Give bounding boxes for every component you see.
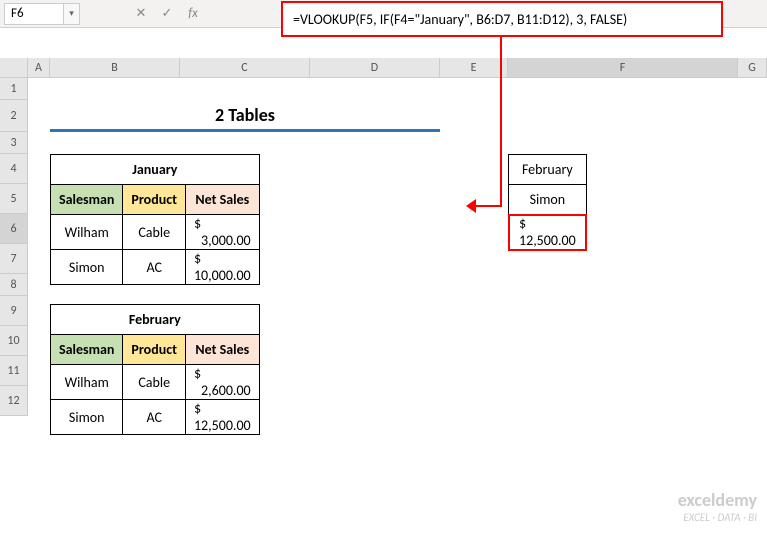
cell-product: AC	[123, 400, 186, 435]
row-header-12[interactable]: 12	[0, 386, 28, 416]
lookup-month[interactable]: February	[509, 155, 587, 185]
col-header-E[interactable]: E	[440, 58, 508, 78]
table-row[interactable]: Simon AC $12,500.00	[51, 400, 260, 435]
cell-salesman: Simon	[51, 250, 123, 285]
row-header-4[interactable]: 4	[0, 154, 28, 184]
name-box[interactable]: F6	[4, 3, 64, 25]
table-row[interactable]: Wilham Cable $2,600.00	[51, 365, 260, 400]
row-header-7[interactable]: 7	[0, 244, 28, 274]
page-title: 2 Tables	[50, 100, 440, 132]
row-header-1[interactable]: 1	[0, 78, 28, 100]
table-row[interactable]: Wilham Cable $3,000.00	[51, 215, 260, 250]
cell-salesman: Simon	[51, 400, 123, 435]
cell-salesman: Wilham	[51, 365, 123, 400]
formula-bar-buttons: ✕ ✓ fx	[130, 3, 204, 25]
col-salesman: Salesman	[51, 335, 123, 365]
cell-netsales: $2,600.00	[185, 365, 259, 400]
watermark-sub: EXCEL · DATA · BI	[678, 511, 757, 524]
row-header-6[interactable]: 6	[0, 214, 28, 244]
watermark-brand: exceldemy	[678, 489, 757, 511]
col-product: Product	[123, 335, 186, 365]
cell-product: Cable	[123, 215, 186, 250]
table-february: February Salesman Product Net Sales Wilh…	[50, 304, 260, 435]
col-salesman: Salesman	[51, 185, 123, 215]
lookup-result[interactable]: $12,500.00	[509, 215, 587, 250]
row-header-10[interactable]: 10	[0, 326, 28, 356]
watermark: exceldemy EXCEL · DATA · BI	[678, 489, 757, 524]
col-netsales: Net Sales	[185, 185, 259, 215]
callout-arrow-h	[472, 205, 502, 207]
col-header-F[interactable]: F	[508, 58, 738, 78]
column-headers: A B C D E F G	[0, 58, 767, 78]
row-header-11[interactable]: 11	[0, 356, 28, 386]
col-header-A[interactable]: A	[28, 58, 50, 78]
cell-salesman: Wilham	[51, 215, 123, 250]
table-caption: February	[51, 305, 260, 335]
col-product: Product	[123, 185, 186, 215]
cell-netsales: $12,500.00	[185, 400, 259, 435]
cancel-icon[interactable]: ✕	[130, 3, 152, 25]
row-header-9[interactable]: 9	[0, 296, 28, 326]
row-header-3[interactable]: 3	[0, 132, 28, 154]
col-header-C[interactable]: C	[180, 58, 310, 78]
col-header-D[interactable]: D	[310, 58, 440, 78]
row-header-2[interactable]: 2	[0, 100, 28, 132]
cell-product: AC	[123, 250, 186, 285]
fx-icon[interactable]: fx	[182, 3, 204, 25]
chevron-down-icon: ▾	[69, 8, 74, 19]
cell-netsales: $3,000.00	[185, 215, 259, 250]
cell-product: Cable	[123, 365, 186, 400]
table-row[interactable]: Simon AC $10,000.00	[51, 250, 260, 285]
confirm-icon[interactable]: ✓	[156, 3, 178, 25]
table-january: January Salesman Product Net Sales Wilha…	[50, 154, 260, 285]
cell-netsales: $10,000.00	[185, 250, 259, 285]
col-header-B[interactable]: B	[50, 58, 180, 78]
lookup-name[interactable]: Simon	[509, 185, 587, 215]
callout-arrow-head	[466, 199, 476, 213]
name-box-dropdown[interactable]: ▾	[64, 3, 80, 25]
lookup-table: February Simon $12,500.00	[508, 154, 587, 250]
select-all-corner[interactable]	[0, 58, 28, 78]
row-header-5[interactable]: 5	[0, 184, 28, 214]
row-header-8[interactable]: 8	[0, 274, 28, 296]
callout-arrow-v	[500, 37, 502, 207]
formula-input[interactable]: =VLOOKUP(F5, IF(F4="January", B6:D7, B11…	[281, 1, 723, 37]
col-netsales: Net Sales	[185, 335, 259, 365]
col-header-G[interactable]: G	[738, 58, 767, 78]
table-caption: January	[51, 155, 260, 185]
